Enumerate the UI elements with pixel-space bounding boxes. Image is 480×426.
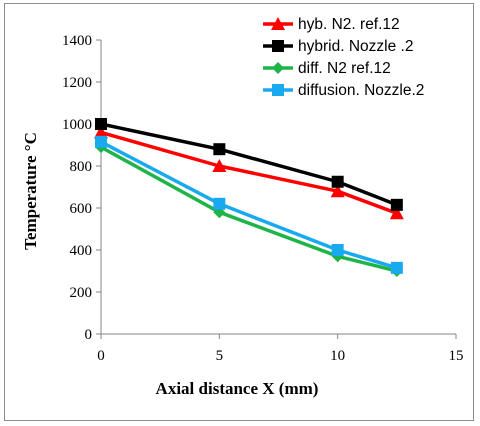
data-point — [331, 244, 344, 256]
legend-item: diffusion. Nozzle.2 — [263, 82, 424, 99]
data-point — [95, 118, 107, 130]
legend-marker — [272, 62, 284, 74]
x-tick-label: 10 — [330, 348, 345, 364]
data-point — [213, 143, 226, 156]
y-tick-label: 1200 — [62, 75, 92, 91]
x-tick-label: 15 — [449, 348, 464, 364]
data-point — [95, 135, 107, 148]
series-1 — [95, 118, 403, 211]
y-tick-label: 600 — [70, 201, 93, 217]
x-tick-label: 0 — [97, 348, 105, 364]
y-tick-label: 400 — [70, 243, 93, 259]
y-tick-label: 1000 — [62, 117, 92, 133]
series-line — [100, 130, 398, 215]
legend-item: hybrid. Nozzle .2 — [263, 38, 413, 55]
legend-label: diff. N2 ref.12 — [298, 60, 391, 77]
legend-label: hyb. N2. ref.12 — [298, 16, 400, 33]
data-point — [212, 159, 227, 172]
y-tick-label: 800 — [70, 159, 93, 175]
data-point — [331, 175, 344, 188]
data-point — [213, 197, 226, 210]
legend-label: diffusion. Nozzle.2 — [298, 82, 424, 99]
data-point — [390, 261, 403, 274]
series-line — [100, 145, 398, 273]
legend-item: hyb. N2. ref.12 — [263, 16, 400, 33]
x-axis-title: Axial distance X (mm) — [156, 379, 319, 398]
data-point — [389, 206, 404, 220]
legend-label: hybrid. Nozzle .2 — [298, 38, 413, 55]
series-3 — [95, 135, 403, 274]
legend-marker — [271, 17, 285, 30]
data-point — [330, 184, 345, 198]
line-chart: 0 200 400 600 800 1000 1200 1400 0 5 10 15 hyb. N2.… — [21, 16, 464, 398]
data-point — [390, 198, 403, 211]
y-tick-label: 200 — [70, 285, 93, 301]
y-tick-label: 1400 — [62, 33, 92, 49]
legend-item: diff. N2 ref.12 — [263, 60, 391, 77]
chart-figure: 0 200 400 600 800 1000 1200 1400 0 5 10 15 hyb. N2.… — [4, 3, 474, 421]
legend-marker — [272, 84, 284, 96]
series-line — [100, 140, 398, 270]
y-tick-label: 0 — [85, 327, 93, 343]
series-0 — [94, 125, 404, 220]
series-line — [100, 122, 398, 207]
legend-marker — [272, 40, 284, 52]
x-tick-label: 5 — [216, 348, 224, 364]
data-point — [94, 125, 108, 139]
y-axis-title: Temperature °C — [21, 132, 40, 250]
